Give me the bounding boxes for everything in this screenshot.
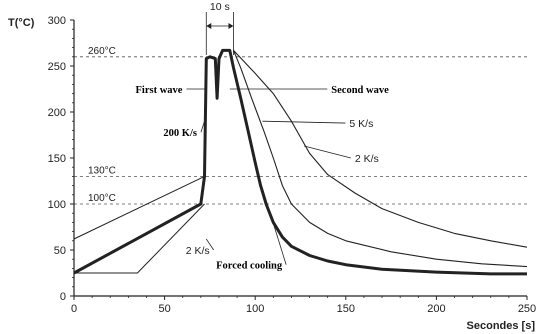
y-tick-label-0: 0 <box>60 291 66 303</box>
reference-label-1: 130°C <box>88 165 116 176</box>
annotation-leader-2 <box>200 121 205 133</box>
y-tick-label-200: 200 <box>48 107 66 119</box>
annotation-5: 2 K/s <box>186 245 210 257</box>
y-tick-label-150: 150 <box>48 153 66 165</box>
reference-lines: 260°C 130°C 100°C <box>74 46 527 205</box>
series-lines <box>73 48 528 276</box>
y-tick-label-100: 100 <box>48 199 66 211</box>
series-preheat-lower <box>74 203 205 274</box>
x-tick-label-200: 200 <box>427 303 445 315</box>
annotations: First wave Second wave 200 K/s 5 K/s 2 K/s 2 … <box>136 85 390 272</box>
annotation-4: 2 K/s <box>355 153 379 165</box>
y-axis-label: T(°C) <box>8 17 35 29</box>
duration-marker: 10 s <box>205 1 234 55</box>
x-tick-label-150: 150 <box>337 303 355 315</box>
annotation-leader-5 <box>205 238 214 251</box>
annotation-0: First wave <box>136 85 183 96</box>
duration-arrow-right <box>228 23 234 29</box>
reference-label-0: 260°C <box>88 46 116 57</box>
annotation-leader-4 <box>304 145 351 159</box>
preheat-lines <box>73 175 205 274</box>
x-tick-label-250: 250 <box>518 303 536 315</box>
y-tick-label-50: 50 <box>54 245 66 257</box>
y-tick-label-250: 250 <box>48 61 66 73</box>
annotation-2: 200 K/s <box>163 128 197 139</box>
ticks: 0 50 100 150 200 250 0 50 100 150 200 250 300 <box>48 15 537 315</box>
x-tick-label-50: 50 <box>158 303 170 315</box>
annotation-leaders <box>186 88 351 265</box>
x-tick-label-100: 100 <box>246 303 264 315</box>
x-axis-label: Secondes [s] <box>467 320 536 332</box>
axes <box>73 20 527 297</box>
annotation-1: Second wave <box>331 85 389 96</box>
y-tick-label-300: 300 <box>48 15 66 27</box>
annotation-6: Forced cooling <box>216 261 283 272</box>
series-main-profile <box>73 48 527 276</box>
reference-label-2: 100°C <box>88 193 116 204</box>
x-tick-label-0: 0 <box>71 303 77 315</box>
series-cooling-5Ks <box>232 50 528 268</box>
annotation-3: 5 K/s <box>349 118 373 130</box>
series-cooling-2Ks <box>233 50 528 248</box>
annotation-leader-6 <box>262 188 287 265</box>
annotation-leader-3 <box>262 120 346 124</box>
duration-arrow-left <box>206 23 212 29</box>
series-preheat-upper <box>73 175 205 240</box>
duration-label: 10 s <box>210 1 230 13</box>
